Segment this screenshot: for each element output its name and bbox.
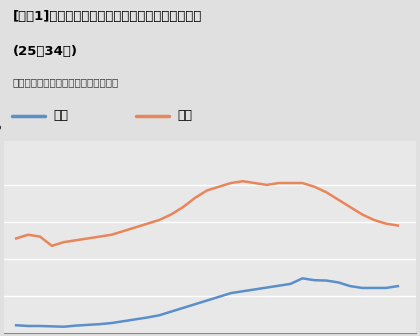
Text: 50 %: 50 % [0, 120, 1, 133]
Text: 資料：総務省「労働力調査」より作成: 資料：総務省「労働力調査」より作成 [13, 77, 119, 87]
Text: (25〜34歳): (25〜34歳) [13, 44, 77, 57]
Text: 男性: 男性 [54, 109, 68, 122]
Text: 女性: 女性 [177, 109, 192, 122]
Text: [図表1]雇用者に占める非正規雇用者の割合の推移: [図表1]雇用者に占める非正規雇用者の割合の推移 [13, 10, 202, 23]
